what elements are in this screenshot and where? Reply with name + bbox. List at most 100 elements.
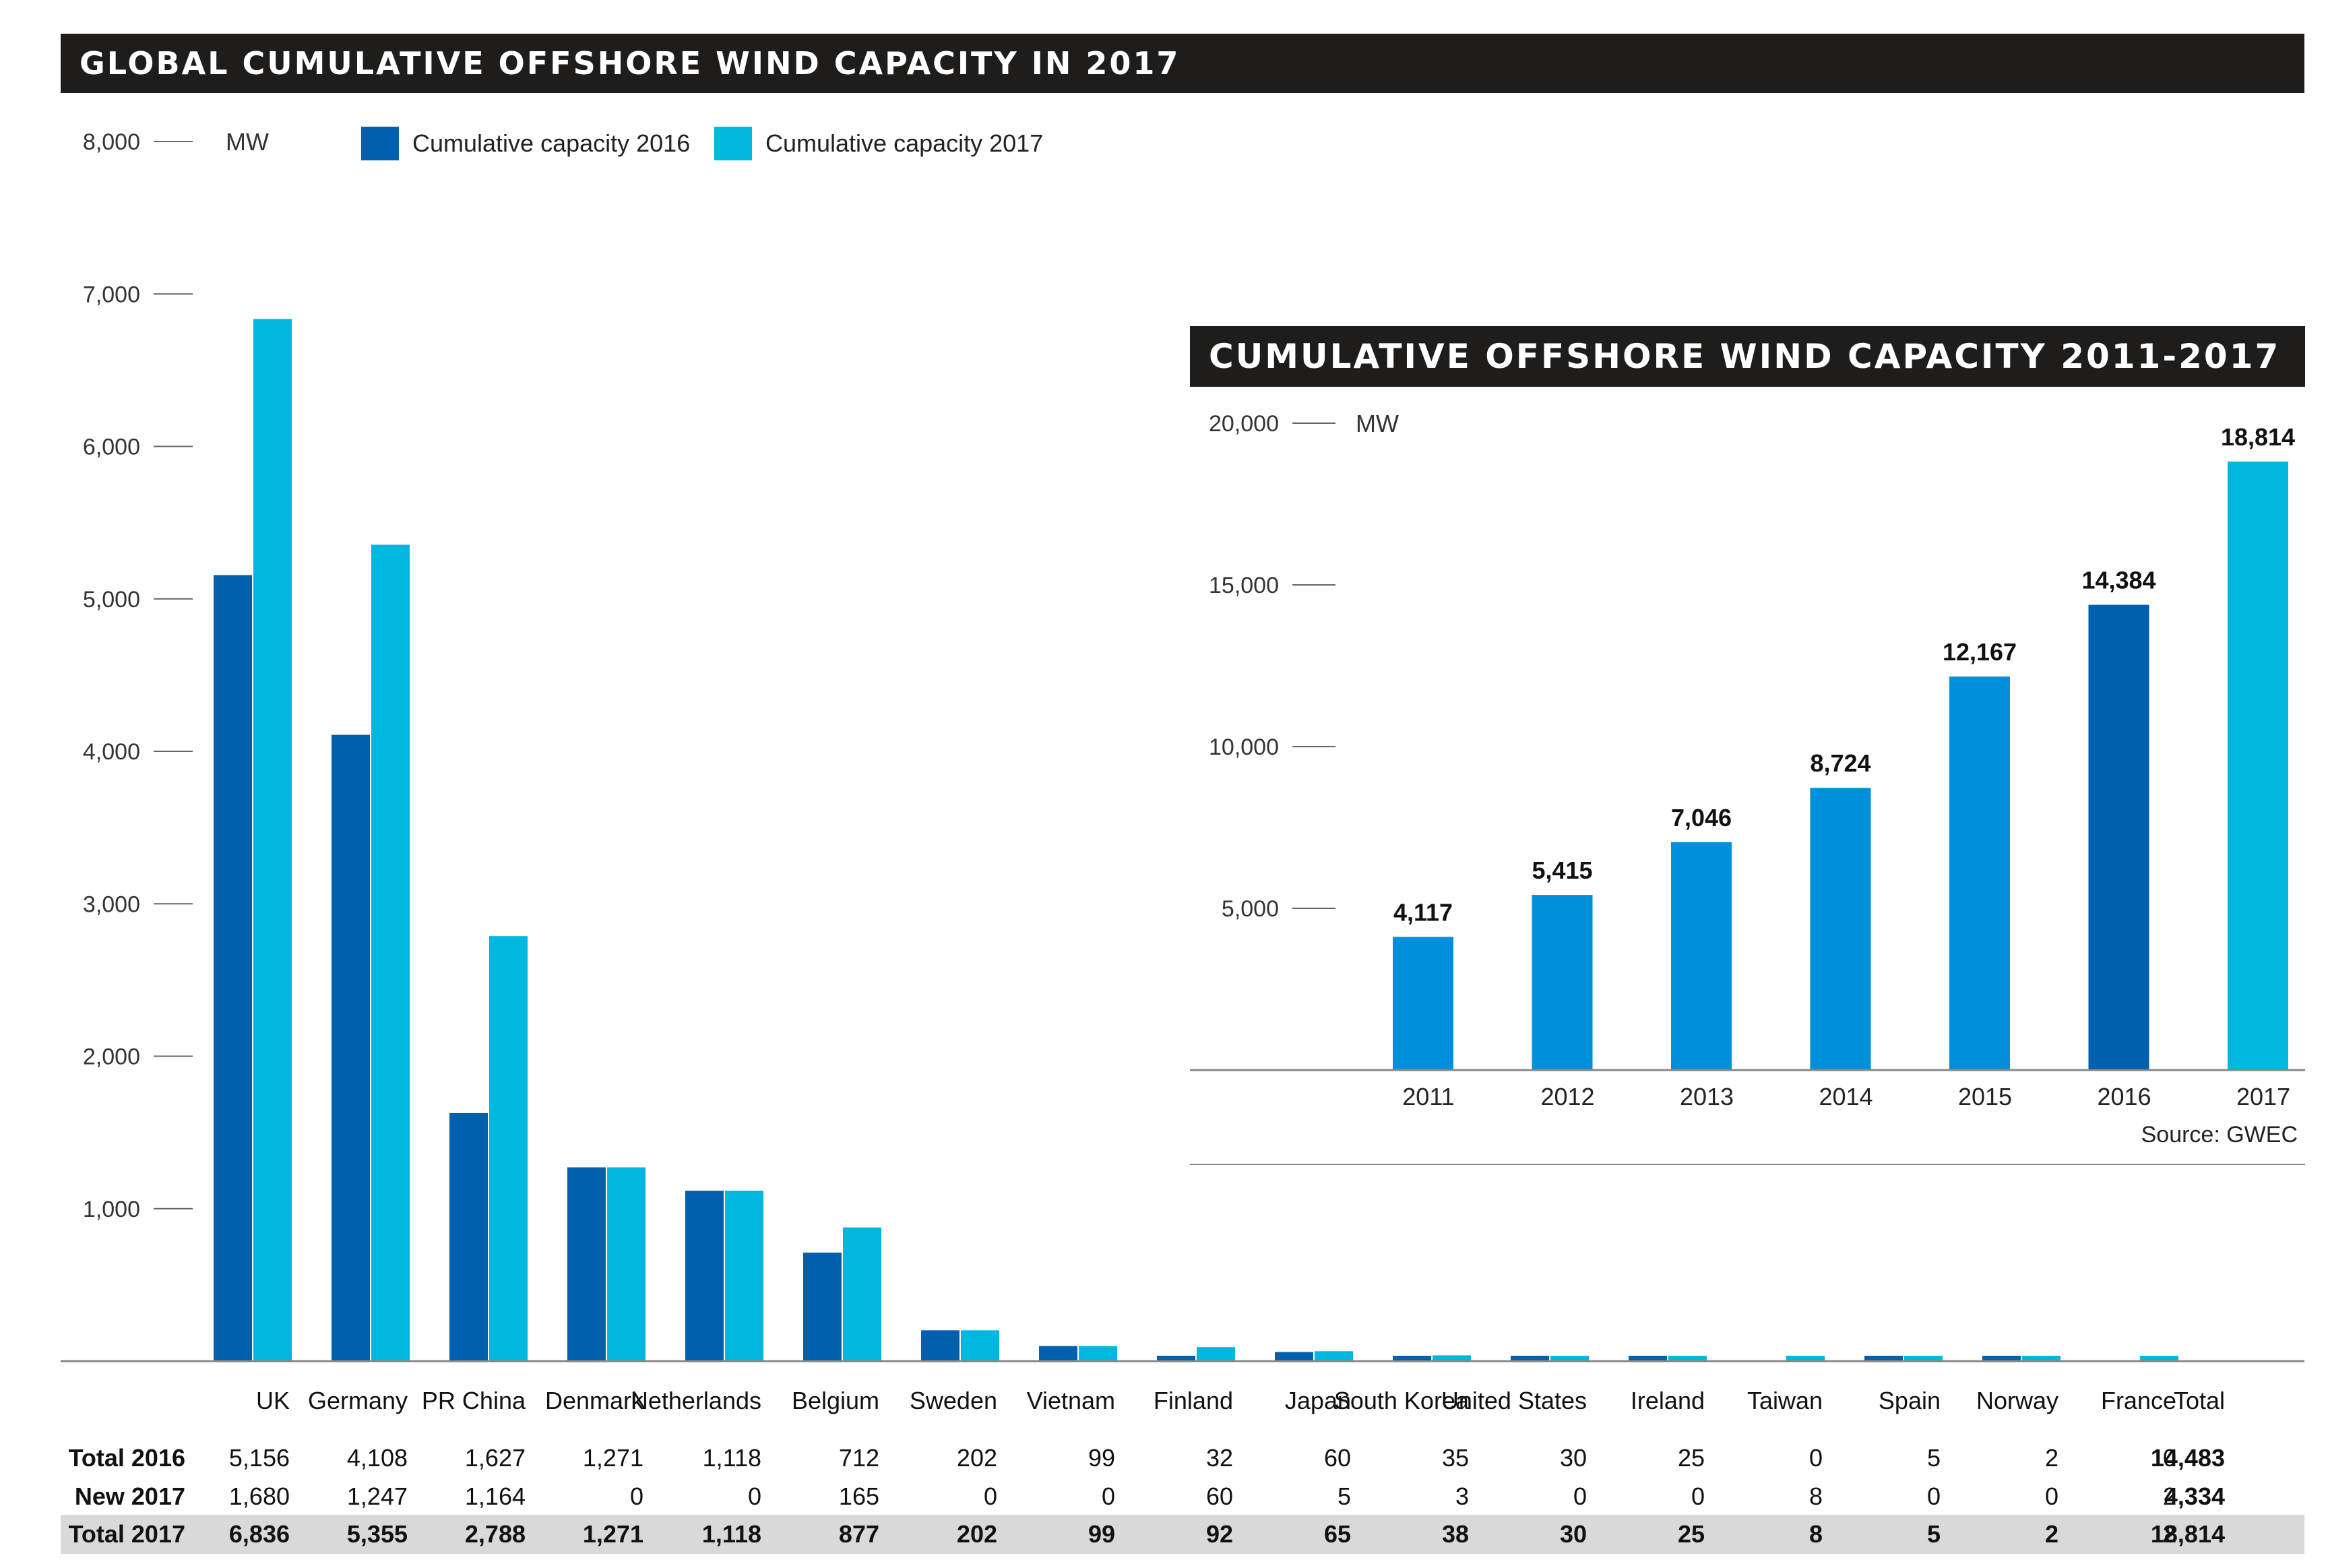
main-bar-chart: 1,000 2,000 3,000 4,000 5,000 6,000 7,000 8,000 [61,129,2304,1362]
main-title: GLOBAL CUMULATIVE OFFSHORE WIND CAPACITY… [61,34,2304,93]
y-tick-label: 3,000 [83,891,140,917]
table-cell: 25 [1677,1444,1705,1472]
bar-denmark-2017 [607,1167,646,1361]
column-header-taiwan: Taiwan [1747,1387,1823,1414]
row-label: New 2017 [74,1482,185,1510]
bar-finland-2017 [1197,1347,1235,1361]
column-header-norway: Norway [1976,1387,2058,1414]
column-header-spain: Spain [1878,1387,1941,1414]
legend-label-2017: Cumulative capacity 2017 [765,129,1044,157]
column-header-vietnam: Vietnam [1026,1387,1115,1414]
inset-y-tick-label: 20,000 [1209,411,1279,437]
table-cell: 2 [2162,1482,2176,1510]
table-cell: 2 [2044,1520,2058,1548]
inset-x-label-2015: 2015 [1958,1083,2012,1110]
table-cell: 5 [1926,1444,1941,1472]
inset-value-label-2017: 18,814 [2221,423,2295,451]
bar-vietnam-2016 [1039,1346,1077,1361]
legend-label-2016: Cumulative capacity 2016 [412,129,691,157]
bar-vietnam-2017 [1079,1346,1117,1361]
bar-united-states-2017 [1550,1356,1589,1361]
inset-bar-2016 [2088,604,2149,1070]
inset-value-label-2014: 8,724 [1810,749,1870,777]
inset-value-label-2015: 12,167 [1943,638,2017,666]
table-cell: 0 [1691,1482,1705,1510]
table-cell: 0 [2162,1444,2176,1472]
inset-y-tick-label: 10,000 [1209,734,1279,760]
table-cell: 1,118 [702,1444,761,1472]
inset-x-label-2016: 2016 [2097,1083,2151,1110]
table-cell: 32 [1205,1444,1233,1472]
legend-item-2017: Cumulative capacity 2017 [714,127,1043,160]
table-cell: 30 [1559,1520,1587,1548]
inset-value-label-2013: 7,046 [1671,804,1732,832]
bar-pr-china-2016 [449,1112,488,1361]
column-header-japan: Japan [1284,1387,1351,1414]
column-header-france: France [2100,1387,2176,1414]
inset-bar-2017 [2228,461,2288,1070]
table-cell: 25 [1677,1520,1705,1548]
inset-y-tick-label: 5,000 [1222,896,1279,922]
inset-x-label-2012: 2012 [1540,1083,1594,1110]
table-cell: 5,156 [228,1444,290,1472]
table-cell: 2 [2162,1520,2176,1548]
inset-bar-2011 [1393,937,1453,1070]
inset-x-label-2011: 2011 [1402,1083,1454,1110]
bar-south-korea-2017 [1433,1355,1471,1361]
table-cell: 14,483 [2150,1444,2225,1472]
column-header-denmark: Denmark [544,1387,643,1414]
table-cell: 60 [1205,1482,1233,1510]
table-cell: 5,355 [346,1520,408,1548]
y-tick-label: 5,000 [83,587,140,613]
bar-south-korea-2016 [1393,1356,1431,1361]
table-cell: 1,247 [346,1482,408,1510]
bar-netherlands-2016 [685,1191,724,1361]
table-cell: 60 [1323,1444,1351,1472]
bar-spain-2016 [1864,1356,1903,1361]
table-cell: 1,164 [464,1482,526,1510]
inset-value-label-2011: 4,117 [1393,898,1453,926]
table-cell: 0 [1808,1444,1823,1472]
table-cell: 1,271 [582,1520,643,1548]
column-header-uk: UK [255,1387,290,1414]
table-cell: 0 [747,1482,761,1510]
table-cell: 0 [2044,1482,2058,1510]
inset-value-label-2012: 5,415 [1532,856,1592,884]
bar-netherlands-2017 [725,1191,763,1361]
bar-belgium-2017 [843,1227,881,1361]
bar-ireland-2017 [1668,1356,1707,1361]
table-cell: 0 [1573,1482,1587,1510]
table-cell: 5 [1337,1482,1351,1510]
bar-germany-2016 [332,734,370,1361]
table-cell: 92 [1205,1520,1233,1548]
table-cell: 3 [1455,1482,1469,1510]
legend-swatch-2017 [714,127,752,160]
y-tick-label: 4,000 [83,739,140,765]
table-cell: 877 [838,1520,879,1548]
y-tick-label: 6,000 [83,435,140,460]
table-cell: 165 [838,1482,879,1510]
table-header-row: UK Germany PR China Denmark Netherlands Belgi… [61,1381,2304,1420]
bar-pr-china-2017 [489,936,528,1361]
y-tick-label: 7,000 [83,282,140,307]
row-label: Total 2016 [68,1444,185,1472]
column-header-germany: Germany [307,1387,408,1414]
table-cell: 2,788 [464,1520,526,1548]
table-cell: 1,271 [582,1444,643,1472]
bar-united-states-2016 [1511,1356,1549,1361]
y-tick-label: 8,000 [83,129,140,155]
table-cell: 4,334 [2164,1482,2225,1510]
column-header-netherlands: Netherlands [630,1387,761,1414]
table-cell: 38 [1441,1520,1469,1548]
inset-bar-2012 [1532,895,1593,1070]
table-cell: 35 [1441,1444,1469,1472]
y-tick-label: 2,000 [83,1044,140,1070]
bar-norway-2016 [1982,1356,2021,1361]
table-cell: 0 [983,1482,997,1510]
inset-bar-2015 [1949,676,2010,1070]
legend-swatch-2016 [361,127,399,160]
bar-belgium-2016 [803,1252,842,1361]
table-cell: 202 [956,1444,997,1472]
table-cell: 0 [1926,1482,1941,1510]
column-header-finland: Finland [1153,1387,1233,1414]
